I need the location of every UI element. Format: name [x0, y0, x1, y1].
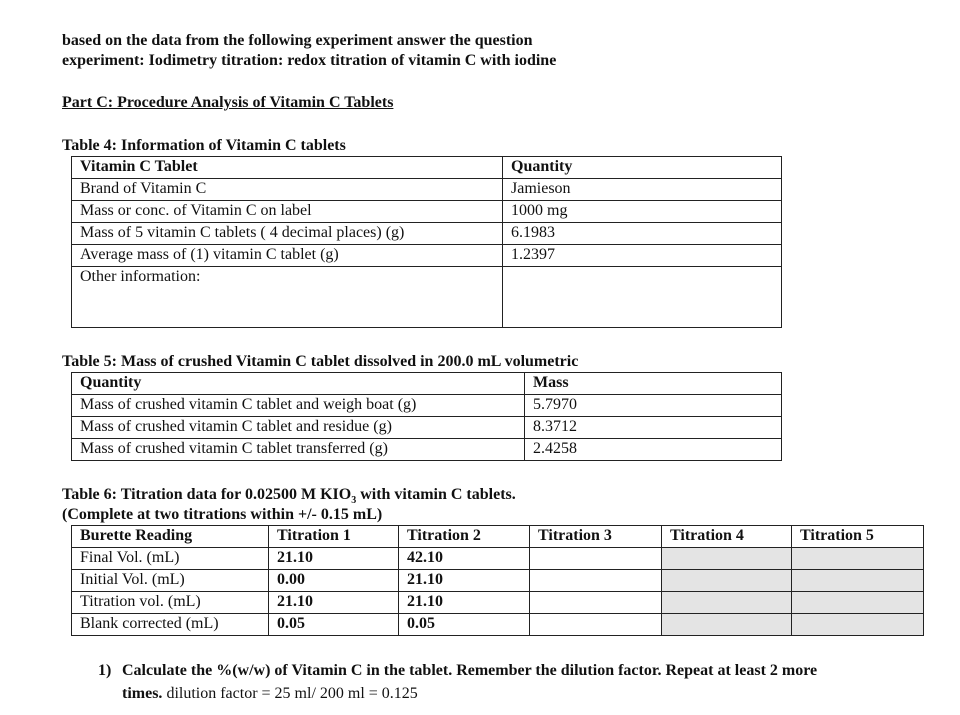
- dilution-factor: dilution factor = 25 ml/ 200 ml = 0.125: [162, 685, 418, 702]
- table-row: Other information:: [71, 266, 782, 328]
- column-header: Vitamin C Tablet: [71, 156, 503, 179]
- table5-title: Table 5: Mass of crushed Vitamin C table…: [62, 353, 579, 370]
- table-cell: 21.10: [268, 547, 399, 570]
- table-row: Final Vol. (mL) 21.10 42.10: [71, 547, 924, 570]
- table-cell: [791, 547, 924, 570]
- column-header: Titration 4: [661, 525, 792, 548]
- table-cell: [791, 613, 924, 636]
- question-text: Calculate the %(w/w) of Vitamin C in the…: [122, 662, 818, 679]
- table-row: Mass of 5 vitamin C tablets ( 4 decimal …: [71, 222, 782, 245]
- column-header: Titration 2: [398, 525, 530, 548]
- table-cell: [661, 547, 792, 570]
- table-cell: 8.3712: [524, 416, 782, 439]
- table-cell: [791, 591, 924, 614]
- table-row: Initial Vol. (mL) 0.00 21.10: [71, 569, 924, 592]
- table-cell: Initial Vol. (mL): [71, 569, 269, 592]
- column-header: Burette Reading: [71, 525, 269, 548]
- table4-title: Table 4: Information of Vitamin C tablet…: [62, 137, 346, 154]
- table-5: Quantity Mass Mass of crushed vitamin C ta…: [71, 372, 782, 461]
- table6-title-subscript: 3: [351, 495, 357, 507]
- table-cell: Brand of Vitamin C: [71, 178, 503, 201]
- intro-line-2: experiment: Iodimetry titration: redox t…: [62, 52, 557, 69]
- table-cell: Other information:: [71, 266, 503, 328]
- column-header: Quantity: [502, 156, 782, 179]
- table-cell: 21.10: [398, 569, 530, 592]
- table-cell: Jamieson: [502, 178, 782, 201]
- table-cell: Mass or conc. of Vitamin C on label: [71, 200, 503, 223]
- column-header: Quantity: [71, 372, 525, 395]
- header-row: Quantity Mass: [71, 372, 782, 395]
- table-cell: Average mass of (1) vitamin C tablet (g): [71, 244, 503, 267]
- table-cell: [661, 569, 792, 592]
- table-cell: [529, 591, 662, 614]
- table-row: Titration vol. (mL) 21.10 21.10: [71, 591, 924, 614]
- column-header: Titration 3: [529, 525, 662, 548]
- column-header: Mass: [524, 372, 782, 395]
- question-bold-end: times.: [122, 685, 163, 702]
- table-row: Mass of crushed vitamin C tablet and wei…: [71, 394, 782, 417]
- table-cell: [661, 591, 792, 614]
- table-cell: [529, 569, 662, 592]
- column-header: Titration 1: [268, 525, 399, 548]
- table-cell: [661, 613, 792, 636]
- table-cell: 42.10: [398, 547, 530, 570]
- question-text-line-2: times. dilution factor = 25 ml/ 200 ml =…: [122, 684, 418, 704]
- table-row: Mass of crushed vitamin C tablet transfe…: [71, 438, 782, 461]
- table-cell: 2.4258: [524, 438, 782, 461]
- table-row: Mass of crushed vitamin C tablet and res…: [71, 416, 782, 439]
- table-cell: [502, 266, 782, 328]
- table-row: Blank corrected (mL) 0.05 0.05: [71, 613, 924, 636]
- table-row: Brand of Vitamin C Jamieson: [71, 178, 782, 201]
- part-title: Part C: Procedure Analysis of Vitamin C …: [62, 94, 394, 111]
- table-row: Average mass of (1) vitamin C tablet (g)…: [71, 244, 782, 267]
- table-4: Vitamin C Tablet Quantity Brand of Vitamin…: [71, 156, 782, 328]
- table6-title-text: Table 6: Titration data for 0.02500 M KI…: [62, 486, 352, 503]
- table-cell: 0.00: [268, 569, 399, 592]
- table-cell: 21.10: [398, 591, 530, 614]
- header-row: Vitamin C Tablet Quantity: [71, 156, 782, 179]
- table-cell: 5.7970: [524, 394, 782, 417]
- table-cell: Mass of crushed vitamin C tablet transfe…: [71, 438, 525, 461]
- table-row: Mass or conc. of Vitamin C on label 1000 …: [71, 200, 782, 223]
- table-cell: 6.1983: [502, 222, 782, 245]
- table-cell: [791, 569, 924, 592]
- question-number: 1): [98, 662, 112, 679]
- table-cell: 1.2397: [502, 244, 782, 267]
- table-cell: 21.10: [268, 591, 399, 614]
- header-row: Burette Reading Titration 1 Titration 2 Tit…: [71, 525, 924, 548]
- table-cell: Mass of crushed vitamin C tablet and res…: [71, 416, 525, 439]
- table-cell: 0.05: [398, 613, 530, 636]
- table-cell: 1000 mg: [502, 200, 782, 223]
- table-cell: Mass of crushed vitamin C tablet and wei…: [71, 394, 525, 417]
- table6-subtitle: (Complete at two titrations within +/- 0…: [62, 506, 383, 523]
- table-cell: [529, 613, 662, 636]
- table-cell: 0.05: [268, 613, 399, 636]
- intro-line-1: based on the data from the following exp…: [62, 32, 533, 49]
- table-6: Burette Reading Titration 1 Titration 2 Tit…: [71, 525, 924, 636]
- table-cell: Blank corrected (mL): [71, 613, 269, 636]
- table6-title: Table 6: Titration data for 0.02500 M KI…: [62, 485, 516, 511]
- table6-title-text-end: with vitamin C tablets.: [356, 486, 516, 503]
- table-cell: Mass of 5 vitamin C tablets ( 4 decimal …: [71, 222, 503, 245]
- column-header: Titration 5: [791, 525, 924, 548]
- table-cell: Final Vol. (mL): [71, 547, 269, 570]
- table-cell: [529, 547, 662, 570]
- table-cell: Titration vol. (mL): [71, 591, 269, 614]
